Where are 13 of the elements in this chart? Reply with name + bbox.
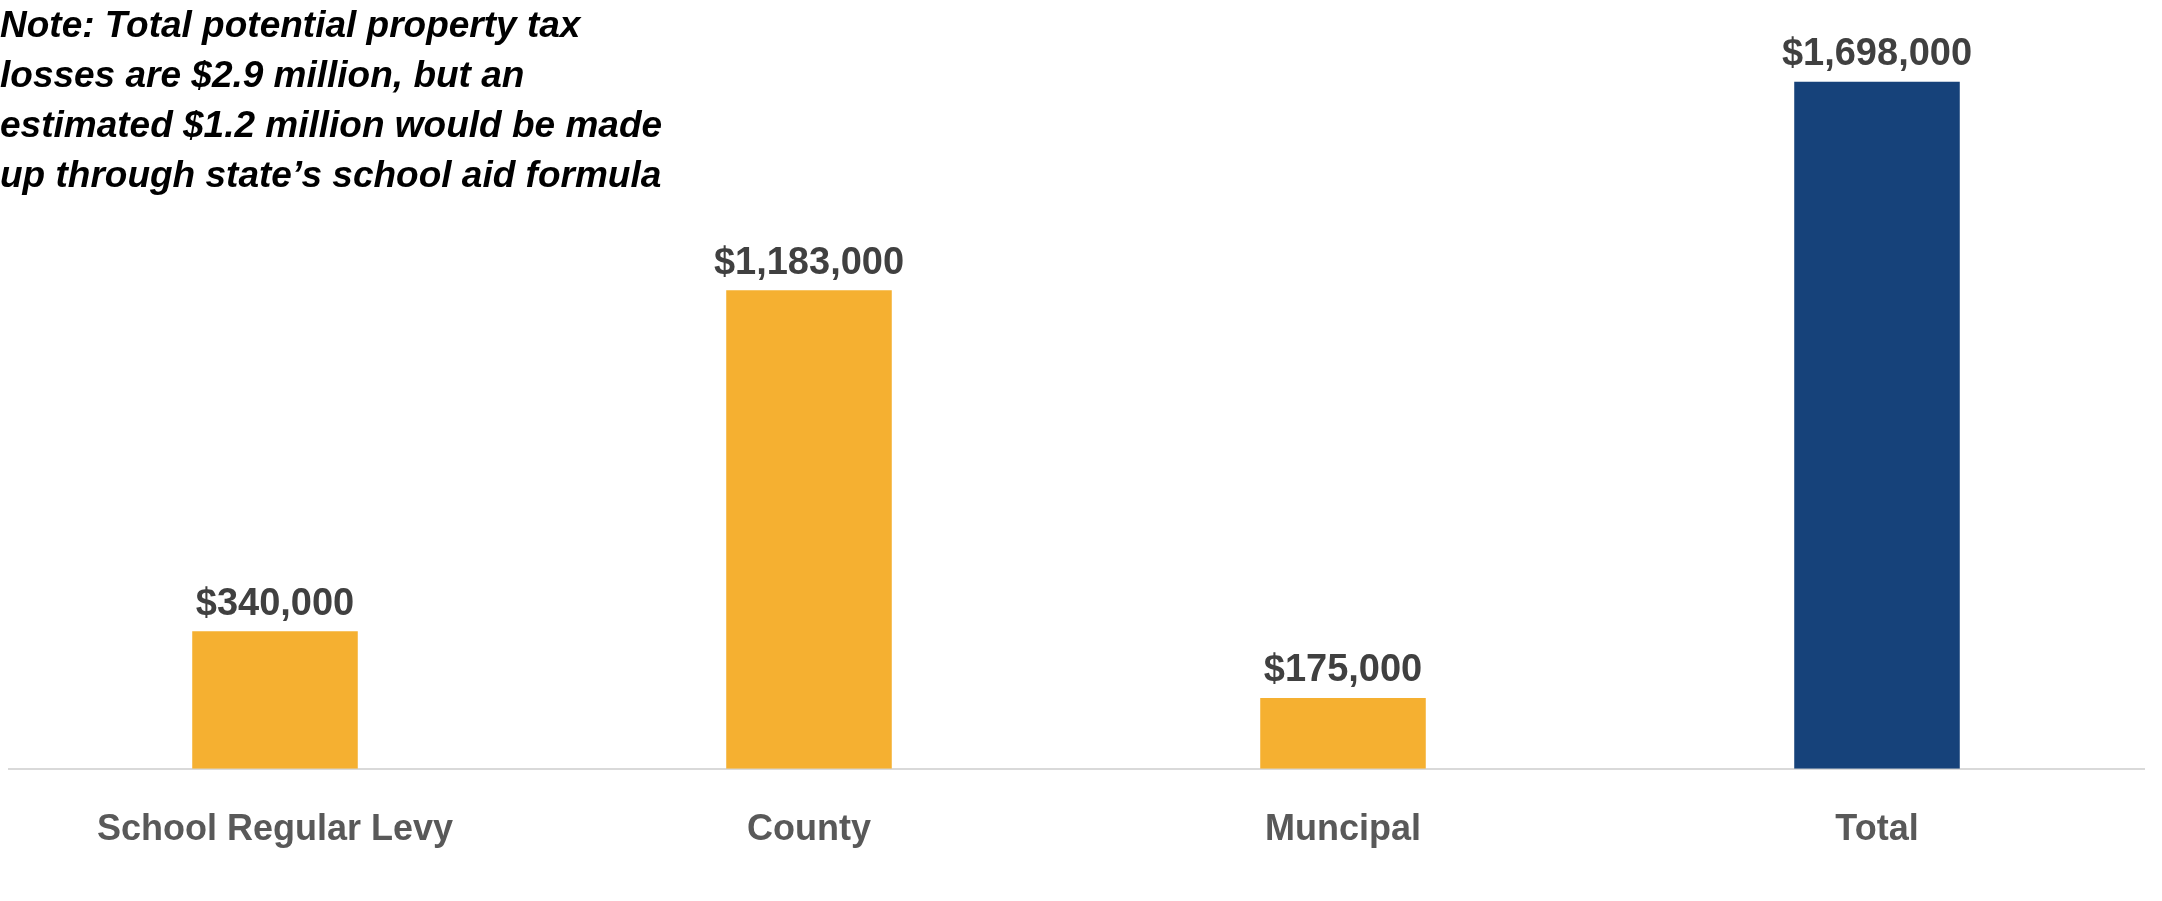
data-label: $1,183,000: [713, 239, 905, 282]
x-tick-label: Muncipal: [1264, 807, 1422, 849]
bar: [1794, 81, 1960, 769]
bar: [726, 290, 892, 769]
x-tick-label: County: [747, 807, 871, 849]
annotation: Note: Total potential property tax losses are $2.9 million, but an estimated $1.2 million would be made up through state’s school aid formula: [0, 3, 664, 197]
x-tick-label: Total: [1835, 807, 1919, 849]
data-label: $175,000: [1263, 647, 1423, 690]
data-label: $1,698,000: [1781, 31, 1973, 74]
bar: [1260, 697, 1426, 769]
bar: [192, 631, 358, 769]
data-label: $340,000: [195, 580, 355, 623]
x-tick-label: School Regular Levy: [96, 807, 454, 849]
